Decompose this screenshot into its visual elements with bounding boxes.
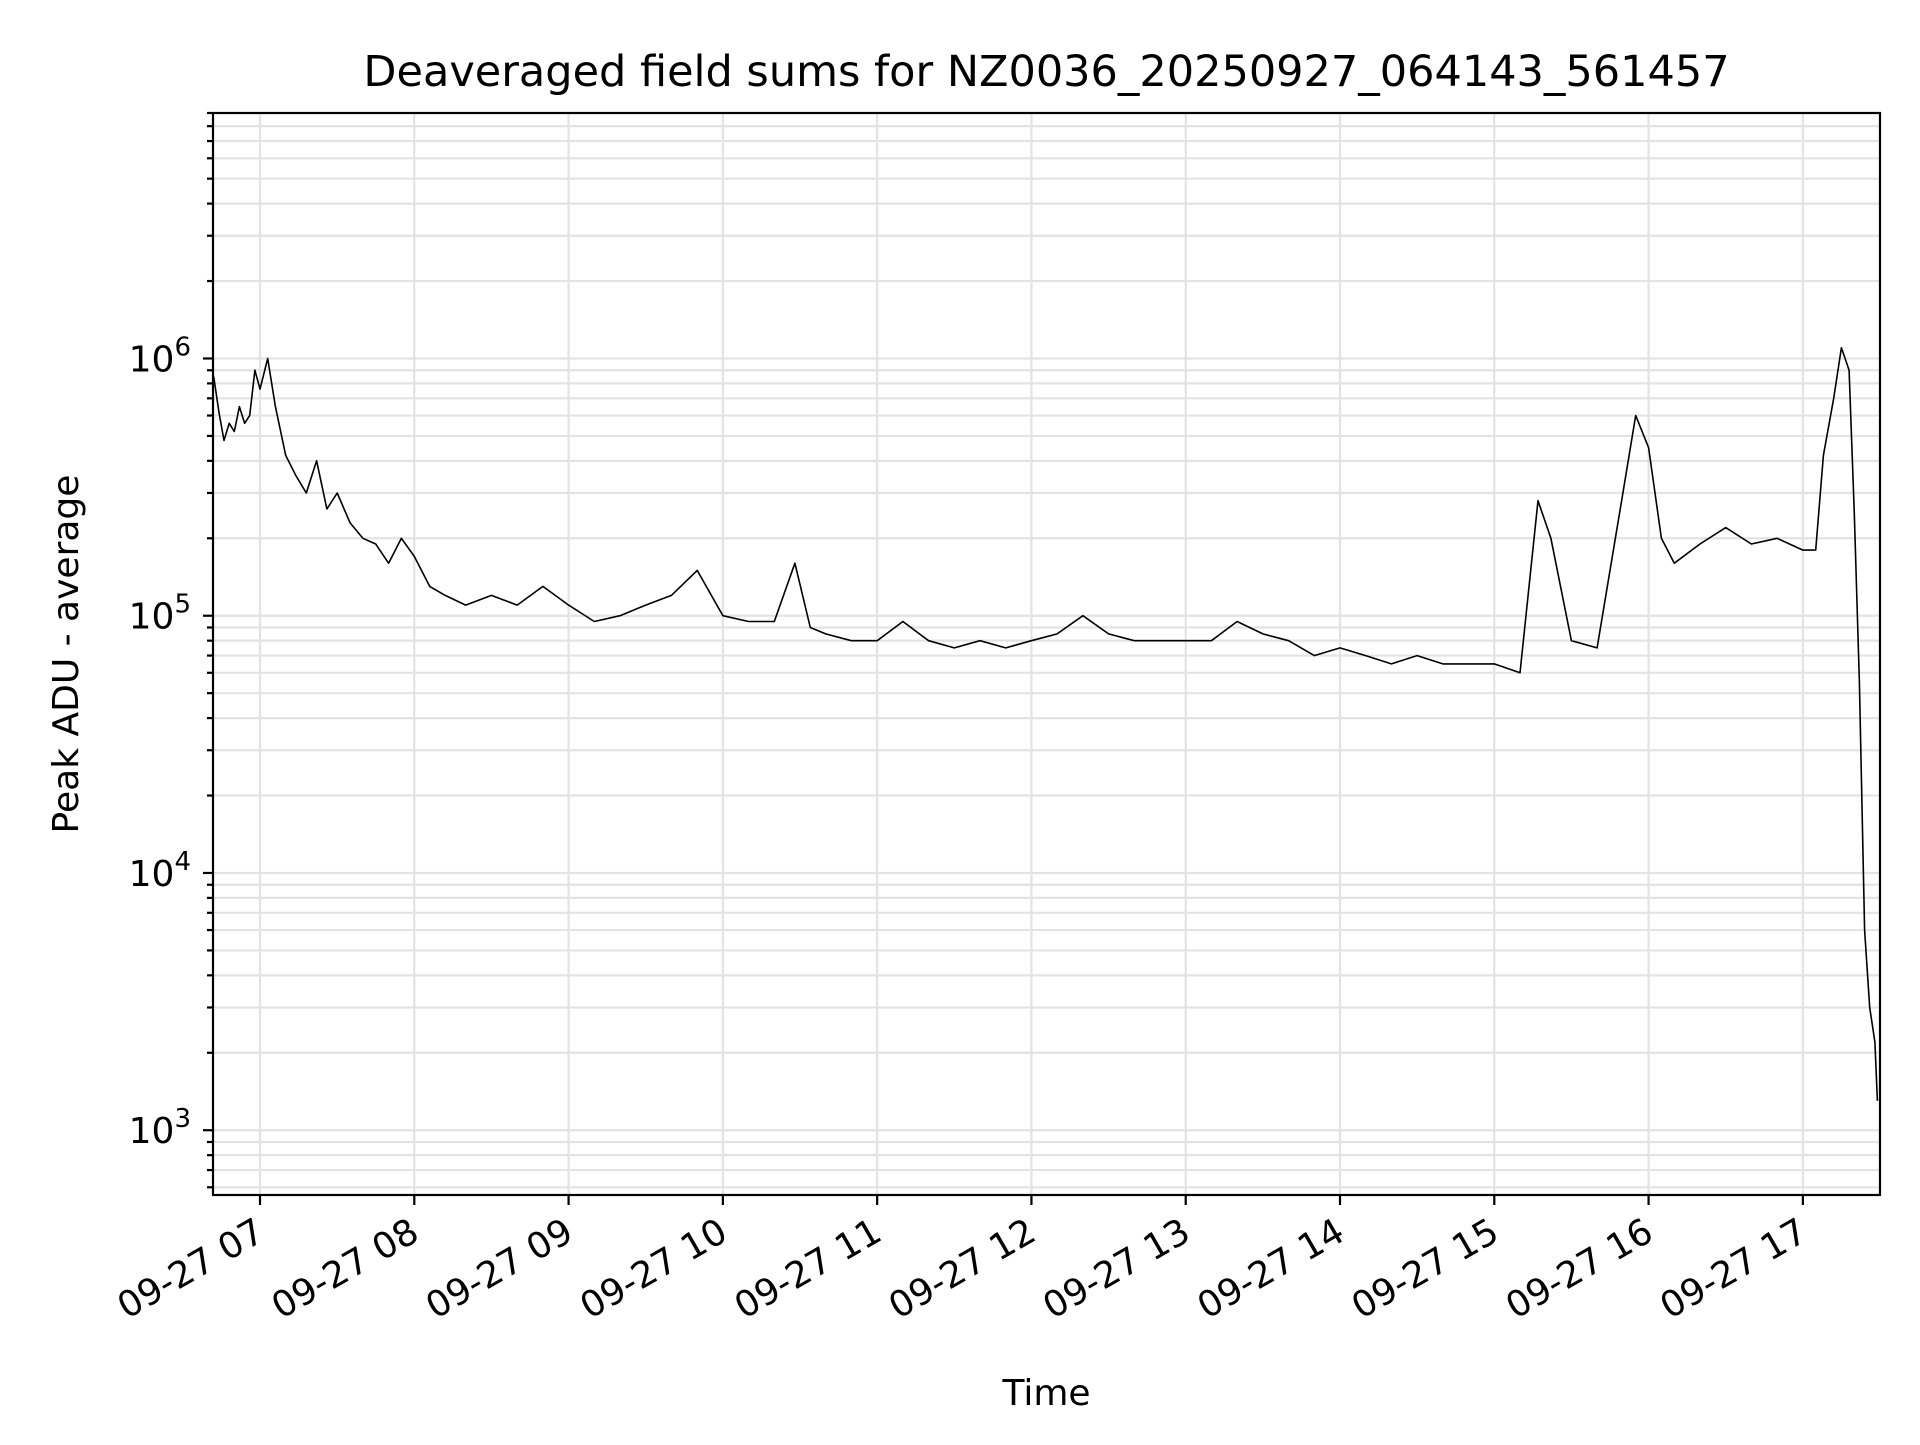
x-tick-label: 09-27 16	[1499, 1211, 1660, 1327]
plot-frame	[211, 111, 1882, 1197]
series-line-0	[212, 347, 1879, 1101]
x-tick-label: 09-27 15	[1345, 1211, 1506, 1327]
x-tick-label: 09-27 14	[1191, 1211, 1352, 1327]
grid	[213, 111, 1880, 1195]
x-axis-label: Time	[1001, 1373, 1090, 1414]
y-tick-label: 104	[129, 847, 191, 895]
x-tick-label: 09-27 11	[728, 1211, 889, 1327]
y-tick-label: 105	[129, 590, 191, 638]
y-tick-label: 106	[129, 332, 191, 380]
x-tick-label: 09-27 10	[574, 1211, 735, 1327]
x-tick-label: 09-27 12	[882, 1211, 1043, 1327]
x-tick-label: 09-27 08	[265, 1211, 426, 1327]
chart-title: Deaveraged field sums for NZ0036_2025092…	[363, 47, 1729, 97]
series-layer	[212, 347, 1879, 1101]
x-tick-label: 09-27 17	[1654, 1211, 1815, 1327]
y-tick-label: 103	[129, 1104, 191, 1152]
y-axis-ticks: 103 104 105 106	[129, 111, 213, 1189]
y-axis-label: Peak ADU - average	[46, 475, 87, 834]
x-tick-label: 09-27 09	[419, 1211, 580, 1327]
x-tick-label: 09-27 07	[111, 1211, 272, 1327]
x-tick-label: 09-27 13	[1036, 1211, 1197, 1327]
